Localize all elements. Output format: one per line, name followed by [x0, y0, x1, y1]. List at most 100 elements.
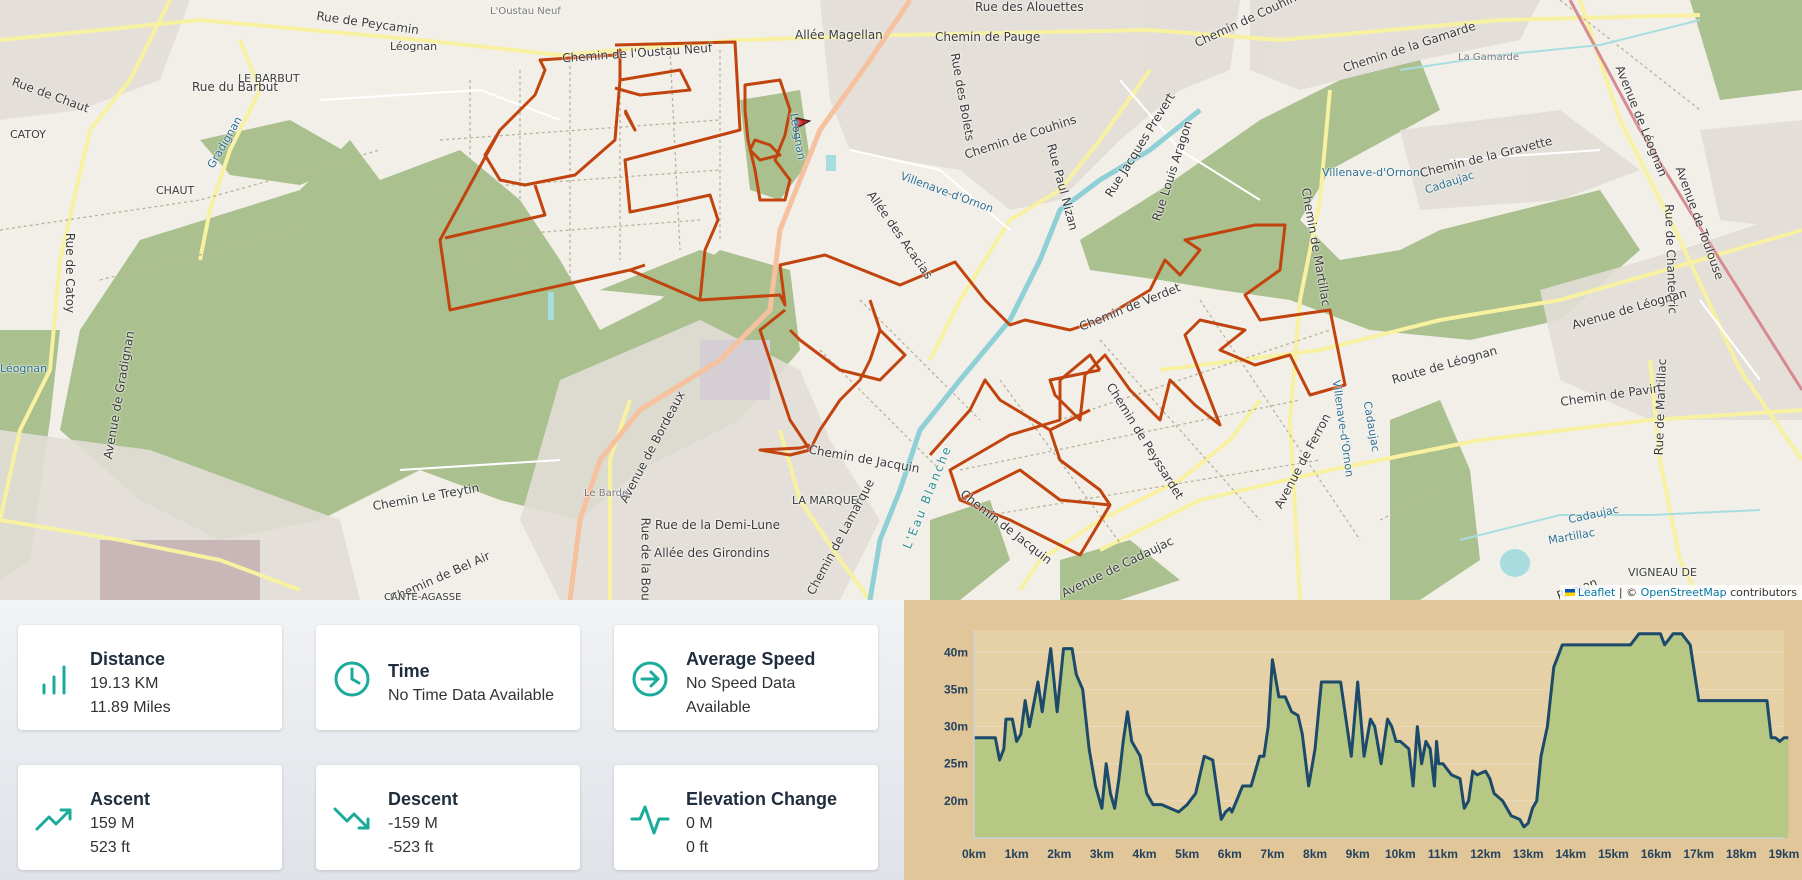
stream — [1399, 19, 1701, 71]
street-label: Chemin de Pauge — [935, 30, 1041, 44]
x-tick-label: 9km — [1346, 847, 1370, 861]
map-attribution: Leaflet | © OpenStreetMap contributors — [1559, 585, 1802, 600]
elevation-line — [974, 632, 1789, 829]
river — [867, 108, 1202, 600]
place-label: CHAUT — [156, 184, 195, 197]
stat-card-elevation-change: Elevation Change 0 M 0 ft — [614, 765, 878, 870]
x-tick-label: 13km — [1513, 847, 1544, 861]
x-tick-label: 4km — [1133, 847, 1157, 861]
stat-card-average-speed: Average Speed No Speed Data Available — [614, 625, 878, 730]
x-tick-label: 17km — [1683, 847, 1714, 861]
map-tiles — [0, 0, 1802, 600]
x-tick-label: 19km — [1769, 847, 1800, 861]
stat-value-secondary: -523 ft — [388, 839, 434, 856]
stat-title: Elevation Change — [686, 789, 838, 809]
pond — [548, 292, 554, 320]
stat-value: 19.13 KM — [90, 675, 159, 692]
stat-value-secondary: 0 ft — [686, 839, 709, 856]
stat-value-secondary: Available — [686, 699, 751, 716]
activity-icon — [630, 805, 670, 835]
stat-title: Descent — [388, 789, 459, 809]
stat-value: 159 M — [90, 815, 135, 832]
place-label: L'Oustau Neuf — [490, 6, 561, 17]
street-label: Rue de la Bouh — [638, 517, 653, 600]
tracks — [0, 0, 1701, 571]
stat-value: -159 M — [388, 815, 438, 832]
place-label: Villenave-d'Ornon — [1322, 166, 1420, 179]
x-tick-label: 16km — [1641, 847, 1672, 861]
stat-card-descent: Descent -159 M -523 ft — [316, 765, 580, 870]
route-track — [438, 40, 1347, 557]
attribution-separator: | © — [1615, 586, 1641, 599]
x-tick-label: 18km — [1726, 847, 1757, 861]
residential-areas — [0, 0, 1802, 600]
y-tick-label: 40m — [944, 645, 968, 659]
osm-link[interactable]: OpenStreetMap — [1640, 586, 1727, 599]
stat-value: No Time Data Available — [388, 687, 555, 704]
pond — [1500, 549, 1530, 577]
x-tick-label: 2km — [1047, 847, 1071, 861]
bar-chart-icon — [42, 665, 66, 695]
minor-roads — [319, 79, 1761, 471]
street-label: Rue de la Demi-Lune — [655, 518, 780, 532]
stat-card-distance: Distance 19.13 KM 11.89 Miles — [18, 625, 282, 730]
stat-title: Average Speed — [686, 649, 816, 669]
street-label: Allée Magellan — [795, 28, 883, 42]
x-tick-label: 5km — [1175, 847, 1199, 861]
stream — [1459, 509, 1761, 541]
stat-card-ascent: Ascent 159 M 523 ft — [18, 765, 282, 870]
stats-panel: Distance 19.13 KM 11.89 Miles Time No Ti… — [0, 600, 904, 880]
elevation-chart[interactable]: 20m 25m 30m 35m 40m 0km 1km 2km 3km 4km 5km 6km 7km 8… — [904, 600, 1802, 880]
stat-title: Ascent — [90, 789, 151, 809]
x-tick-label: 6km — [1218, 847, 1242, 861]
commercial-area — [700, 340, 770, 400]
x-tick-label: 8km — [1303, 847, 1327, 861]
x-tick-label: 0km — [962, 847, 986, 861]
street-label: Rue des Alouettes — [975, 0, 1084, 14]
x-tick-label: 3km — [1090, 847, 1114, 861]
x-tick-label: 14km — [1555, 847, 1586, 861]
pond — [826, 155, 836, 171]
stat-value: 0 M — [686, 815, 713, 832]
clock-icon — [334, 661, 370, 697]
stat-card-time: Time No Time Data Available — [316, 625, 580, 730]
y-tick-label: 35m — [944, 682, 968, 696]
elevation-area — [974, 633, 1789, 838]
place-label: CATOY — [10, 128, 46, 141]
ukraine-flag-icon — [1564, 589, 1575, 596]
leaflet-link[interactable]: Leaflet — [1577, 586, 1616, 599]
arrow-circle-icon — [632, 661, 668, 697]
x-tick-label: 11km — [1428, 847, 1458, 861]
place-label: CANTE-AGASSE — [384, 592, 462, 600]
attribution-tail: contributors — [1726, 586, 1797, 599]
place-label: Le Barde — [584, 488, 629, 499]
stat-value: No Speed Data — [686, 675, 796, 692]
commercial-area — [100, 540, 260, 600]
x-tick-label: 15km — [1598, 847, 1629, 861]
route-map[interactable]: Rue de Peycamin Léognan Chemin de l'Oust… — [0, 0, 1802, 600]
stat-value-secondary: 523 ft — [90, 839, 131, 856]
trending-up-icon — [35, 808, 72, 831]
place-label: La Gamarde — [1458, 52, 1520, 63]
stat-title: Time — [388, 661, 430, 681]
route-start-flag[interactable] — [795, 117, 812, 140]
elevation-chart-svg: 20m 25m 30m 35m 40m 0km 1km 2km 3km 4km 5km 6km 7km 8… — [944, 630, 1800, 861]
y-tick-label: 30m — [944, 720, 968, 734]
place-label: Léognan — [0, 362, 48, 375]
main-roads — [0, 0, 1802, 600]
street-label: Rue du Barbut — [192, 80, 279, 94]
x-tick-label: 10km — [1385, 847, 1416, 861]
place-label: LA MARQUE — [792, 494, 858, 507]
y-tick-label: 25m — [944, 757, 968, 771]
y-tick-label: 20m — [944, 794, 968, 808]
primary-road — [567, 0, 913, 600]
place-label: LE BARBUT — [238, 72, 300, 85]
railway — [1568, 0, 1802, 391]
place-label: VIGNEAU DE — [1628, 566, 1697, 579]
street-label: Rue de Catoy — [63, 232, 78, 314]
stat-title: Distance — [90, 649, 166, 669]
place-label: Léognan — [390, 40, 438, 53]
x-tick-label: 7km — [1260, 847, 1284, 861]
x-tick-label: 1km — [1005, 847, 1029, 861]
trending-down-icon — [333, 807, 370, 830]
